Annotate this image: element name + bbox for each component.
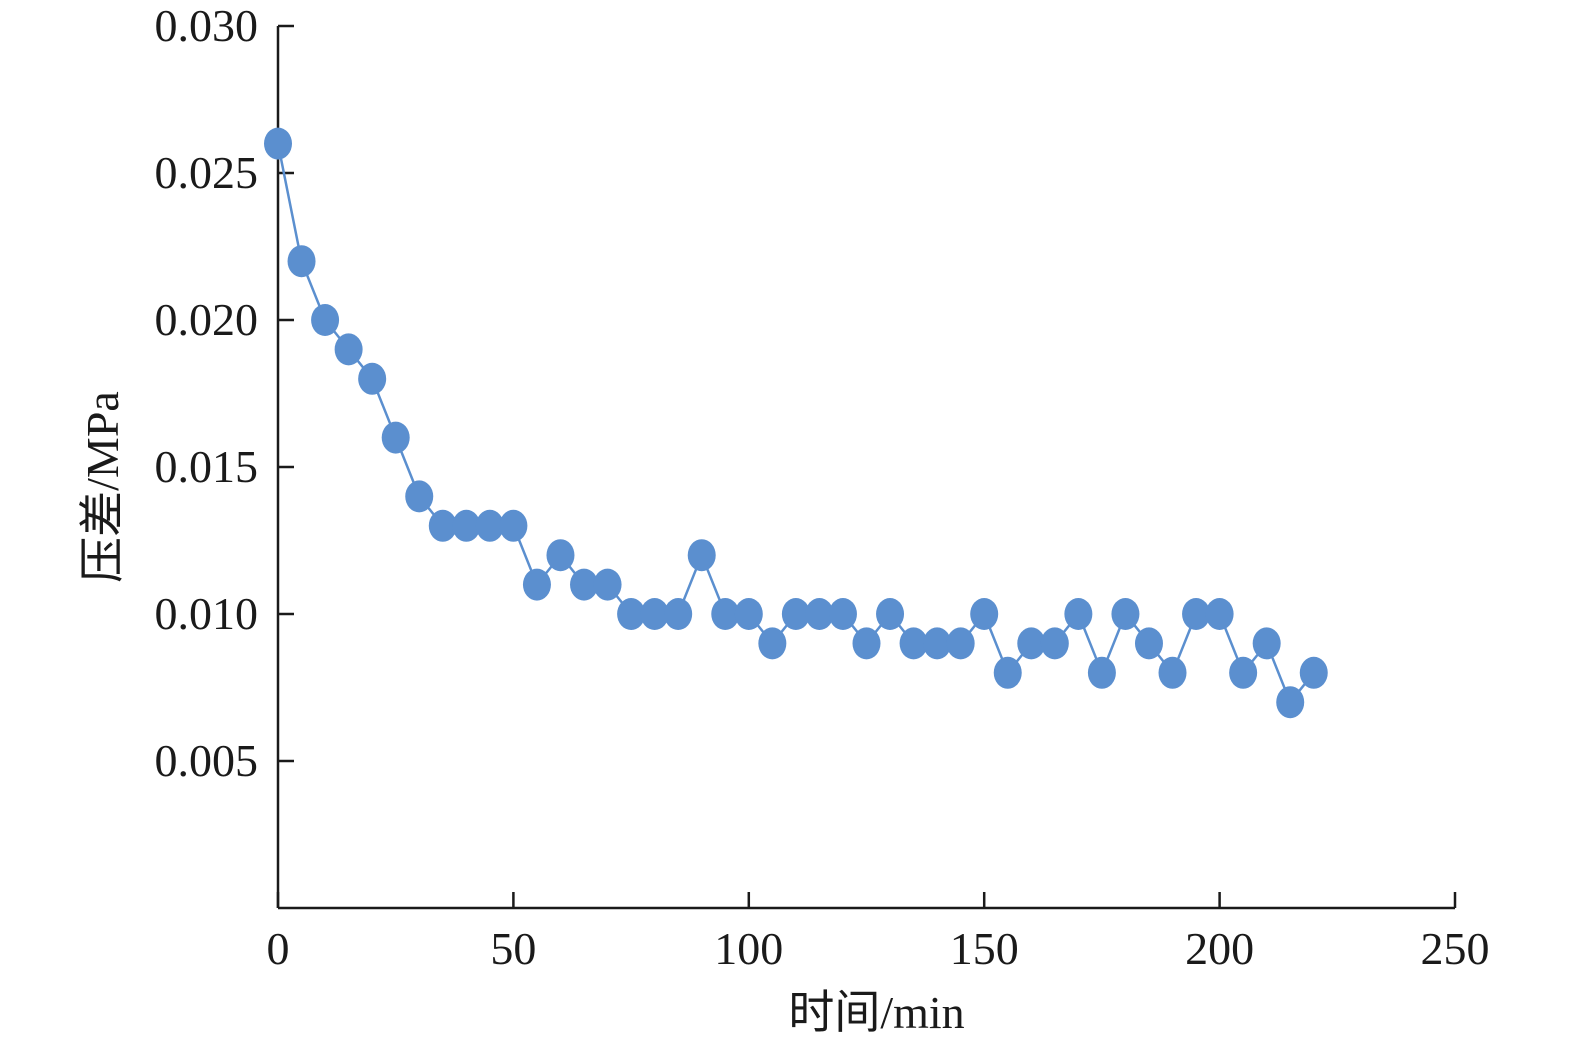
axes: [276, 26, 1455, 910]
data-point: [1276, 686, 1305, 719]
y-tick-label: 0.025: [155, 147, 259, 198]
data-point: [499, 509, 528, 542]
data-point: [617, 598, 646, 630]
data-point: [1064, 598, 1093, 630]
x-tick-label: 100: [714, 923, 783, 974]
y-tick-label: 0.030: [155, 0, 259, 51]
data-point: [734, 598, 763, 630]
data-point: [993, 656, 1022, 689]
data-point: [334, 333, 363, 366]
data-point: [876, 598, 905, 630]
y-tick-label: 0.015: [155, 441, 259, 492]
data-point: [711, 598, 740, 630]
data-point: [428, 509, 457, 542]
data-point: [805, 598, 834, 630]
x-ticks: 0 50 100 150 200 250: [267, 892, 1490, 974]
y-ticks: 0.005 0.010 0.015 0.020 0.025 0.030: [155, 0, 294, 786]
data-point: [1017, 627, 1046, 660]
data-point: [1134, 627, 1163, 660]
data-point: [1040, 627, 1069, 660]
y-tick-label: 0.010: [155, 588, 259, 639]
data-point: [593, 568, 622, 601]
data-point: [899, 627, 928, 660]
data-point: [287, 245, 316, 278]
data-point: [946, 627, 975, 660]
data-point: [758, 627, 787, 660]
data-point: [475, 509, 504, 542]
data-point: [970, 598, 999, 630]
data-point: [311, 304, 340, 336]
data-point: [781, 598, 810, 630]
data-point: [570, 568, 599, 601]
x-tick-label: 250: [1421, 923, 1490, 974]
data-point: [1111, 598, 1140, 630]
data-point: [687, 539, 716, 572]
y-axis-title: 压差/MPa: [77, 391, 128, 583]
data-point: [264, 127, 292, 160]
data-point: [1182, 598, 1211, 630]
data-point: [828, 598, 857, 630]
x-tick-label: 0: [267, 923, 290, 974]
data-point: [452, 509, 481, 542]
data-point: [1299, 656, 1328, 689]
x-tick-label: 150: [950, 923, 1019, 974]
data-point: [1087, 656, 1116, 689]
x-axis-title: 时间/min: [788, 987, 964, 1038]
data-point: [405, 480, 434, 513]
series-group: [264, 127, 1328, 719]
data-point: [381, 421, 410, 454]
data-point: [640, 598, 669, 630]
data-point: [852, 627, 881, 660]
data-point: [1252, 627, 1281, 660]
data-point: [358, 362, 387, 395]
data-point: [664, 598, 693, 630]
data-point: [546, 539, 575, 572]
y-tick-label: 0.020: [155, 294, 259, 345]
data-point: [923, 627, 952, 660]
data-point: [522, 568, 551, 601]
data-point: [1229, 656, 1258, 689]
data-point: [1158, 656, 1187, 689]
y-tick-label: 0.005: [155, 735, 259, 786]
x-tick-label: 50: [490, 923, 536, 974]
data-point: [1205, 598, 1234, 630]
x-tick-label: 200: [1185, 923, 1254, 974]
